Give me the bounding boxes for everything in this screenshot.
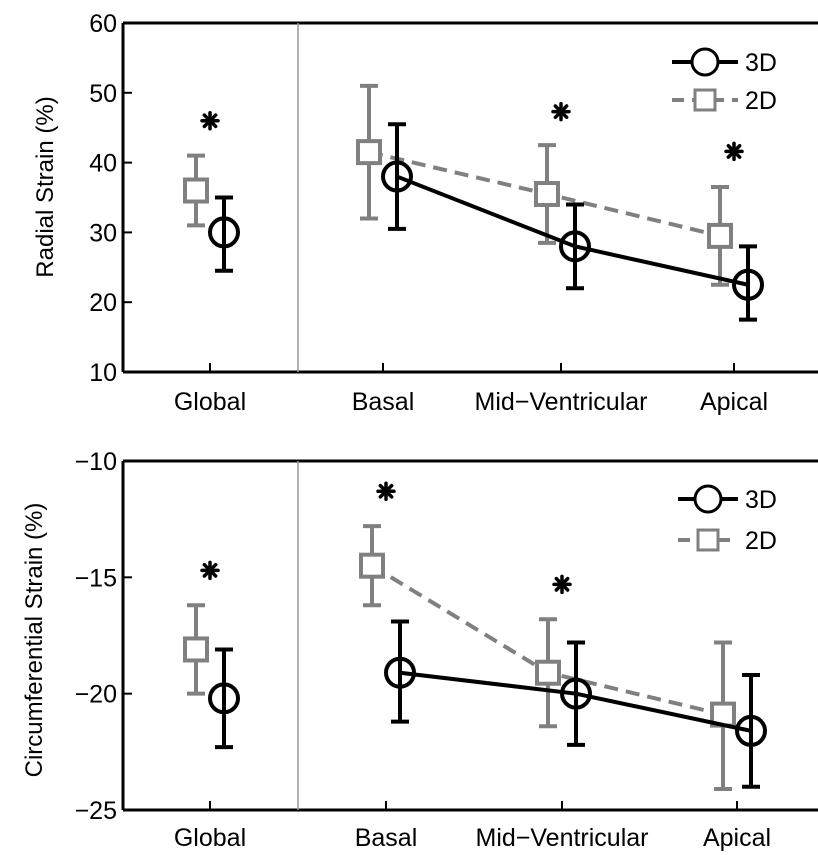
- error-bar: [215, 647, 233, 750]
- x-tick-label: Global: [174, 388, 246, 416]
- error-bar: [742, 673, 760, 789]
- significance-star: [552, 574, 572, 595]
- y-tick-label: 50: [89, 80, 117, 108]
- significance-star-stroke: [202, 113, 218, 129]
- data-point-square: [534, 181, 560, 208]
- x-tick-label: Basal: [352, 388, 415, 416]
- x-tick-label: Apical: [703, 824, 771, 852]
- data-point-circle: [735, 714, 767, 747]
- y-tick-label: 60: [89, 10, 117, 38]
- radial-strain-panel: Radial Strain (%) 10 20 30 40 50 60 Global Basa…: [32, 10, 818, 416]
- panel-ylabel: Radial Strain (%): [32, 96, 59, 277]
- series-2D: [183, 83, 733, 287]
- series-3D: [208, 619, 767, 789]
- data-point-circle: [381, 160, 413, 193]
- legend-label-2d: 2D: [745, 527, 777, 555]
- legend-marker-2d: [696, 528, 720, 552]
- y-tick-label: 30: [89, 219, 117, 247]
- y-tick-label: 10: [89, 359, 117, 387]
- legend-marker-3d: [693, 484, 723, 514]
- error-bar: [391, 619, 409, 724]
- error-bar: [388, 122, 406, 231]
- data-point-square: [359, 552, 385, 579]
- data-point-circle: [732, 268, 764, 301]
- x-tick-label: Apical: [700, 388, 768, 416]
- data-point-square: [535, 659, 561, 686]
- significance-star: [376, 481, 396, 501]
- y-tick-label: 40: [89, 150, 117, 178]
- error-bar: [739, 244, 757, 322]
- significance-star: [200, 110, 220, 131]
- y-tick-label: −10: [75, 448, 117, 476]
- significance-star-stroke: [554, 576, 570, 592]
- legend-label-2d: 2D: [745, 87, 777, 115]
- circumferential-strain-panel: Circumferential Strain (%) −25 −20 −15 −10 G…: [21, 448, 818, 852]
- x-tick-label: Global: [174, 824, 246, 852]
- data-point-square: [356, 139, 382, 166]
- data-point-square: [707, 222, 733, 249]
- y-tick-label: −25: [75, 797, 117, 825]
- data-point-circle: [560, 677, 592, 710]
- significance-star-stroke: [553, 104, 569, 120]
- y-tick-label: −15: [75, 564, 117, 592]
- significance-star: [200, 560, 220, 581]
- data-point-circle: [208, 682, 240, 715]
- significance-star: [724, 141, 744, 162]
- x-tick-label: Basal: [355, 824, 418, 852]
- legend-marker-3d: [690, 47, 720, 77]
- data-point-circle: [559, 230, 591, 263]
- data-point-square: [183, 636, 209, 663]
- panel-ylabel: Circumferential Strain (%): [21, 503, 48, 778]
- data-point-circle: [208, 216, 240, 249]
- significance-star: [551, 101, 571, 122]
- legend-label-3d: 3D: [745, 486, 777, 514]
- data-point-circle: [384, 656, 416, 689]
- significance-star-stroke: [202, 562, 218, 578]
- significance-star-stroke: [726, 144, 742, 159]
- x-tick-label: Mid−Ventricular: [476, 824, 649, 852]
- error-bar: [566, 202, 584, 291]
- series-2D: [183, 524, 736, 792]
- x-tick-label: Mid−Ventricular: [475, 388, 648, 416]
- error-bar: [215, 195, 233, 273]
- legend-label-3d: 3D: [745, 49, 777, 77]
- significance-star-stroke: [378, 483, 394, 499]
- y-tick-label: −20: [75, 681, 117, 709]
- error-bar: [567, 640, 585, 747]
- data-point-square: [183, 177, 209, 204]
- series-3D: [208, 122, 764, 322]
- legend-marker-2d: [693, 88, 717, 112]
- y-tick-label: 20: [89, 289, 117, 317]
